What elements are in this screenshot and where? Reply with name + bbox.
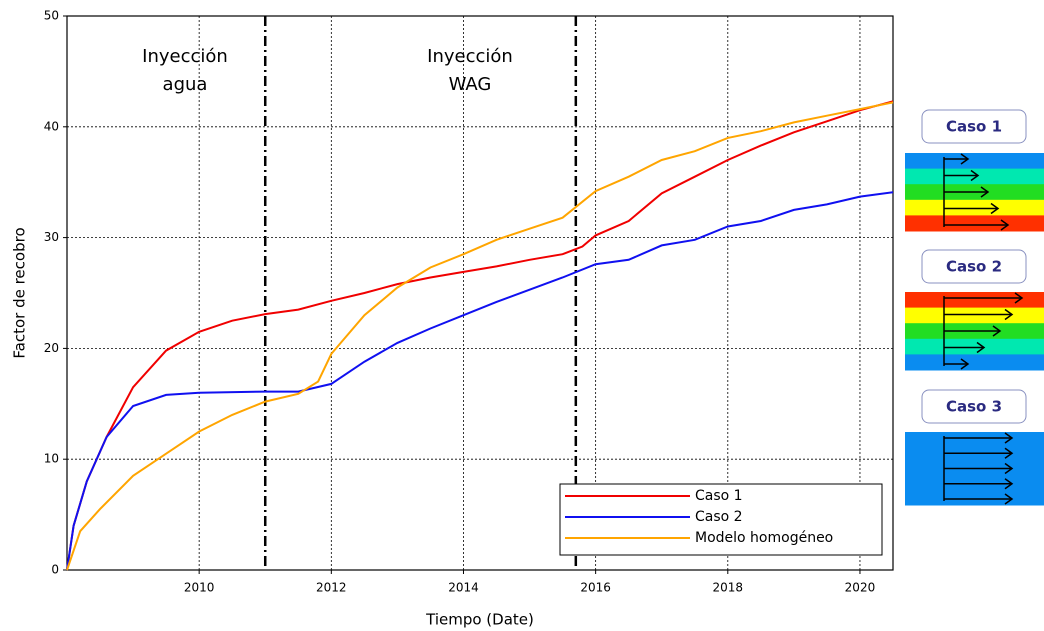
- arrow-head: [976, 341, 986, 354]
- y-tick-label: 50: [44, 9, 59, 23]
- x-tick-label: 2014: [448, 581, 479, 595]
- layer: [905, 354, 1044, 371]
- legend-label: Modelo homogéneo: [695, 530, 833, 546]
- plot-frame: [66, 15, 894, 571]
- annotation: WAG: [449, 74, 492, 95]
- layer: [905, 153, 1044, 170]
- y-tick-label: 40: [44, 119, 59, 133]
- arrow-head: [1014, 292, 1024, 304]
- y-tick-label: 0: [51, 563, 59, 577]
- case-box: [921, 249, 1027, 284]
- x-tick-label: 2020: [845, 581, 876, 595]
- series-line: [66, 101, 894, 571]
- series-line: [66, 100, 894, 571]
- arrow-head: [960, 358, 970, 370]
- x-tick-label: 2010: [184, 581, 215, 595]
- layer: [905, 215, 1044, 232]
- y-tick-label: 10: [44, 452, 59, 466]
- annotation: agua: [163, 74, 208, 95]
- x-tick-label: 2016: [580, 581, 611, 595]
- layer: [905, 307, 1044, 324]
- arrow-head: [970, 169, 980, 182]
- x-axis-label: Tiempo (Date): [425, 611, 534, 629]
- case-label: Caso 2: [946, 258, 1002, 276]
- arrow-head: [1004, 432, 1014, 444]
- case-box: [921, 109, 1027, 144]
- case-label: Caso 1: [946, 118, 1002, 136]
- series-line: [66, 191, 894, 571]
- y-axis-label: Factor de recobro: [11, 227, 29, 358]
- arrow-head: [1004, 308, 1014, 321]
- x-tick-label: 2012: [316, 581, 347, 595]
- y-tick-label: 30: [44, 230, 59, 244]
- arrow-head: [990, 202, 1000, 215]
- annotation: Inyección: [427, 46, 513, 67]
- case-label: Caso 3: [946, 398, 1002, 416]
- arrow-head: [1004, 478, 1014, 490]
- annotation: Inyección: [142, 46, 228, 67]
- x-tick-label: 2018: [713, 581, 744, 595]
- legend-label: Caso 2: [695, 509, 743, 525]
- arrow-head: [1004, 462, 1014, 475]
- arrow-head: [980, 186, 990, 198]
- arrow-head: [1004, 447, 1014, 459]
- arrow-head: [1004, 493, 1014, 505]
- arrow-head: [960, 153, 970, 165]
- arrow-head: [1000, 219, 1010, 231]
- y-tick-label: 20: [44, 341, 59, 355]
- case-box: [921, 389, 1027, 424]
- layer: [905, 168, 1044, 185]
- arrow-head: [992, 325, 1002, 337]
- layer: [905, 292, 1044, 309]
- legend-label: Caso 1: [695, 488, 743, 504]
